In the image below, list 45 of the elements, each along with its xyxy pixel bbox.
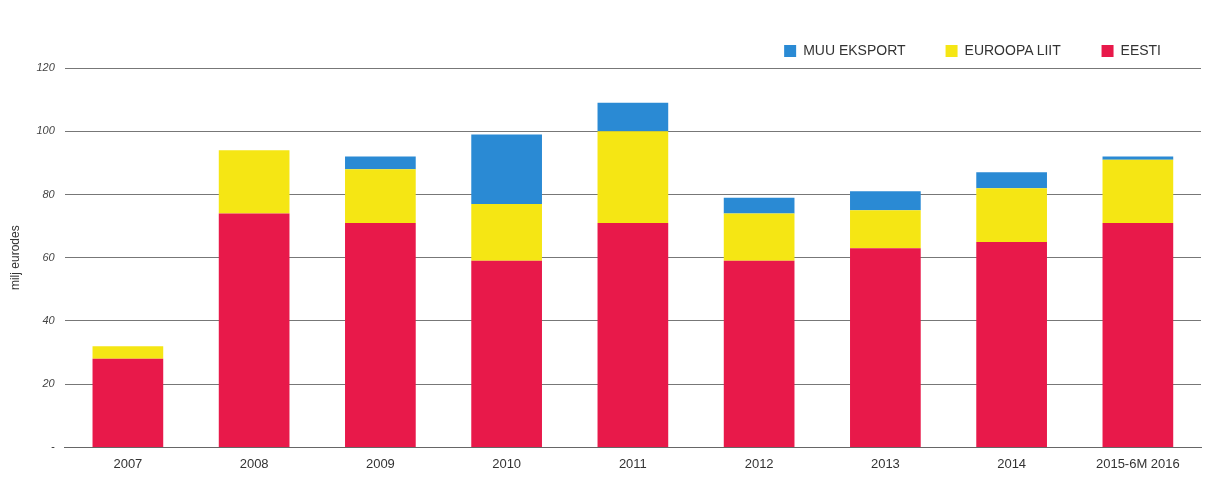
x-tick-label: 2008 bbox=[239, 455, 269, 471]
legend-label: EESTI bbox=[1120, 41, 1162, 58]
legend-label: MUU EKSPORT bbox=[803, 41, 907, 58]
x-tick-label: 2011 bbox=[618, 455, 647, 471]
bar bbox=[218, 213, 290, 447]
bar bbox=[850, 191, 921, 211]
bar bbox=[597, 222, 669, 447]
bar bbox=[850, 248, 921, 447]
bar bbox=[92, 358, 164, 447]
bar bbox=[723, 260, 795, 447]
bar bbox=[597, 131, 669, 223]
x-tick-label: 2015-6M 2016 bbox=[1095, 455, 1180, 471]
bar bbox=[218, 150, 290, 214]
bar bbox=[597, 102, 669, 132]
x-tick-label: 2013 bbox=[870, 455, 900, 471]
legend-label: EUROOPA LIIT bbox=[964, 41, 1062, 58]
y-tick-label: 100 bbox=[36, 124, 56, 137]
y-axis-title: milj eurodes bbox=[7, 225, 22, 291]
y-tick-label: 20 bbox=[41, 377, 56, 390]
bar bbox=[1102, 156, 1174, 160]
bar bbox=[92, 346, 164, 359]
bar bbox=[976, 188, 1047, 242]
bar bbox=[723, 213, 795, 261]
x-tick-label: 2012 bbox=[744, 455, 774, 471]
y-tick-label: 60 bbox=[42, 250, 56, 263]
bar bbox=[976, 172, 1047, 189]
x-tick-label: 2014 bbox=[997, 455, 1027, 471]
bar bbox=[723, 197, 795, 214]
bar bbox=[1102, 159, 1174, 223]
y-tick-label: 40 bbox=[42, 314, 56, 326]
bar bbox=[850, 210, 921, 249]
bar bbox=[1102, 222, 1174, 447]
x-tick-label: 2009 bbox=[365, 455, 395, 471]
bar bbox=[345, 156, 416, 170]
y-tick-label: 80 bbox=[42, 187, 56, 200]
bar bbox=[471, 260, 542, 447]
bar bbox=[471, 203, 542, 261]
bar bbox=[976, 241, 1047, 447]
y-tick-label: - bbox=[51, 440, 56, 453]
x-tick-label: 2007 bbox=[113, 455, 143, 471]
bar bbox=[345, 169, 416, 223]
y-tick-label: 120 bbox=[36, 61, 56, 74]
x-tick-label: 2010 bbox=[492, 455, 522, 471]
bar bbox=[345, 222, 416, 447]
bar bbox=[471, 134, 542, 204]
